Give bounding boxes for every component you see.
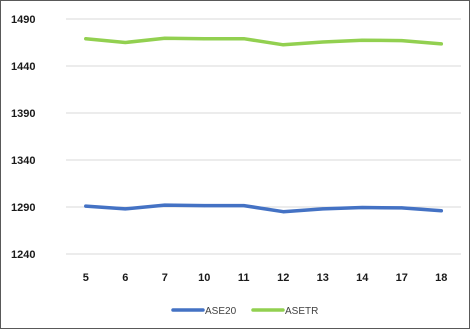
x-tick-label: 11 — [238, 272, 250, 284]
series-layer — [84, 36, 444, 214]
data-point-asetr — [400, 39, 404, 43]
series-line-ase20 — [84, 203, 444, 214]
data-point-asetr — [281, 43, 285, 47]
x-axis-ticks: 5 6 7 10 11 12 13 14 17 18 — [83, 272, 448, 284]
data-point-ase20 — [360, 206, 364, 209]
data-point-asetr — [321, 40, 325, 44]
x-tick-label: 7 — [162, 272, 168, 284]
y-tick-label: 1290 — [11, 202, 35, 214]
data-point-ase20 — [281, 210, 285, 214]
legend-item-asetr: ASETR — [251, 306, 318, 317]
x-tick-label: 13 — [317, 272, 329, 284]
y-tick-label: 1390 — [11, 108, 35, 120]
data-point-ase20 — [163, 203, 167, 207]
x-tick-label: 12 — [277, 272, 289, 284]
data-point-asetr — [123, 41, 127, 44]
legend-label: ASETR — [285, 306, 318, 317]
x-tick-label: 6 — [122, 272, 128, 284]
data-point-asetr — [242, 37, 246, 41]
data-point-ase20 — [400, 206, 404, 210]
data-point-asetr — [163, 36, 167, 40]
series-line-asetr — [84, 36, 444, 47]
data-point-ase20 — [123, 207, 127, 211]
data-point-asetr — [202, 37, 206, 41]
legend: ASE20 ASETR — [171, 306, 318, 317]
data-point-asetr — [84, 37, 88, 41]
x-tick-label: 17 — [396, 272, 408, 284]
y-tick-label: 1440 — [11, 61, 35, 73]
x-tick-label: 14 — [356, 272, 369, 284]
data-point-ase20 — [202, 204, 206, 208]
y-tick-label: 1340 — [11, 155, 35, 167]
data-point-ase20 — [84, 204, 88, 208]
x-tick-label: 18 — [435, 272, 447, 284]
legend-item-ase20: ASE20 — [171, 306, 237, 317]
data-point-ase20 — [321, 207, 325, 211]
x-tick-label: 5 — [83, 272, 89, 284]
y-axis-ticks: 1240 1290 1340 1390 1440 1490 — [11, 14, 35, 261]
data-point-asetr — [360, 38, 364, 42]
data-point-asetr — [439, 42, 443, 46]
legend-label: ASE20 — [205, 306, 237, 317]
data-point-ase20 — [439, 209, 443, 213]
grid-layer — [66, 18, 461, 255]
data-point-ase20 — [242, 204, 246, 208]
y-tick-label: 1240 — [11, 249, 35, 261]
y-tick-label: 1490 — [11, 14, 35, 26]
x-tick-label: 10 — [198, 272, 210, 284]
